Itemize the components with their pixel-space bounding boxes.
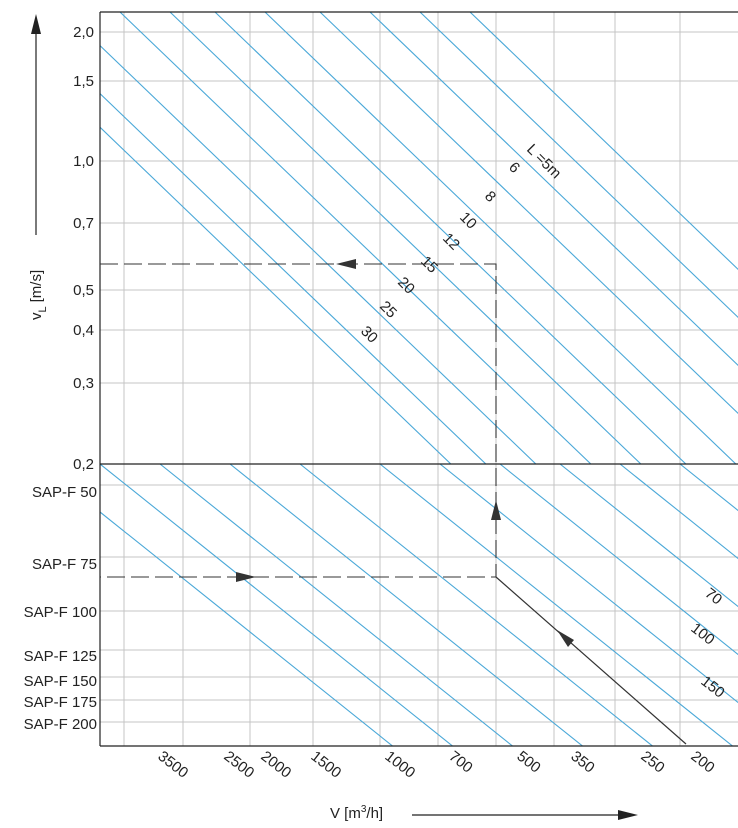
y-tick-label: SAP-F 100: [24, 604, 97, 621]
x-tick-label: 500: [514, 748, 544, 777]
y-axis-arrow: [31, 14, 41, 235]
lower-series-lines: [100, 464, 738, 746]
x-tick-label: 2500: [221, 748, 258, 782]
series-line: [100, 44, 537, 464]
y-tick-label: SAP-F 125: [24, 648, 97, 665]
series-line: [619, 464, 738, 560]
series-line: [100, 511, 394, 746]
series-line: [229, 464, 584, 746]
series-line: [264, 12, 737, 464]
series-line: [469, 12, 738, 271]
arrow-up: [491, 500, 501, 520]
x-tick-label: 350: [568, 748, 598, 777]
y-axis-title-v: v: [28, 312, 45, 320]
x-tick-label: 1000: [382, 748, 419, 782]
arrow-diag: [557, 630, 574, 647]
series-line: [319, 12, 738, 415]
series-line: [169, 12, 642, 464]
series-line: [379, 464, 734, 746]
arrow-left: [336, 259, 356, 269]
y-tick-label: 1,5: [73, 73, 94, 90]
y-tick-label: SAP-F 75: [32, 556, 97, 573]
y-tick-label: 0,5: [73, 282, 94, 299]
series-line: [419, 12, 738, 319]
series-line: [439, 464, 738, 704]
x-tick-label: 250: [638, 748, 668, 777]
x-tick-labels: 3500 2500 2000 1500 1000 700 500 350 250 200: [155, 748, 718, 782]
x-axis-title-sup: 3: [361, 804, 367, 815]
y-tick-label: SAP-F 175: [24, 694, 97, 711]
y-tick-label: SAP-F 200: [24, 716, 97, 733]
series-line: [214, 12, 687, 464]
series-line: [100, 126, 452, 464]
y-tick-label: 0,2: [73, 456, 94, 473]
grid: [100, 12, 738, 746]
series-label: 30: [357, 323, 381, 347]
y-tick-label: SAP-F 150: [24, 673, 97, 690]
series-line: [159, 464, 514, 746]
y-tick-label: 2,0: [73, 24, 94, 41]
series-label: 100: [688, 620, 718, 649]
arrow-right: [236, 572, 256, 582]
x-tick-label: 700: [446, 748, 476, 777]
x-axis-arrow: [412, 810, 638, 820]
series-line: [119, 12, 592, 464]
y-tick-label: 0,4: [73, 322, 94, 339]
plot-frame: [99, 11, 738, 747]
x-tick-label: 1500: [308, 748, 345, 782]
upper-series-lines: [100, 12, 738, 464]
x-axis-title: V [m3/h]: [330, 804, 383, 822]
y-tick-label: 0,7: [73, 215, 94, 232]
y-tick-labels: 2,0 1,5 1,0 0,7 0,5 0,4 0,3 0,2 SAP-F 50 SAP-F 75…: [24, 24, 97, 733]
y-axis-title: vL [m/s]: [28, 270, 49, 320]
series-label: L =5m: [523, 141, 564, 182]
series-label: 12: [439, 230, 463, 254]
reading-path-diagonal: [495, 576, 687, 745]
series-line: [499, 464, 738, 656]
series-line: [100, 92, 487, 464]
x-axis-title-main: V [m: [330, 805, 361, 822]
x-tick-label: 2000: [258, 748, 295, 782]
series-line: [100, 464, 454, 746]
y-axis-title-sub: L: [37, 306, 49, 312]
x-tick-label: 3500: [155, 748, 192, 782]
series-line: [559, 464, 738, 608]
series-line: [369, 12, 738, 367]
x-axis-title-end: /h]: [366, 805, 383, 822]
x-tick-label: 200: [688, 748, 718, 777]
series-label: 15: [417, 253, 441, 277]
y-tick-label: 0,3: [73, 375, 94, 392]
series-line: [299, 464, 654, 746]
series-label: 70: [702, 585, 726, 609]
y-tick-label: 1,0: [73, 153, 94, 170]
series-label: 10: [456, 209, 480, 233]
y-tick-label: SAP-F 50: [32, 484, 97, 501]
reading-path-dashed: [100, 263, 497, 578]
example-reading-path: [100, 259, 687, 745]
y-axis-title-unit: [m/s]: [28, 270, 45, 303]
